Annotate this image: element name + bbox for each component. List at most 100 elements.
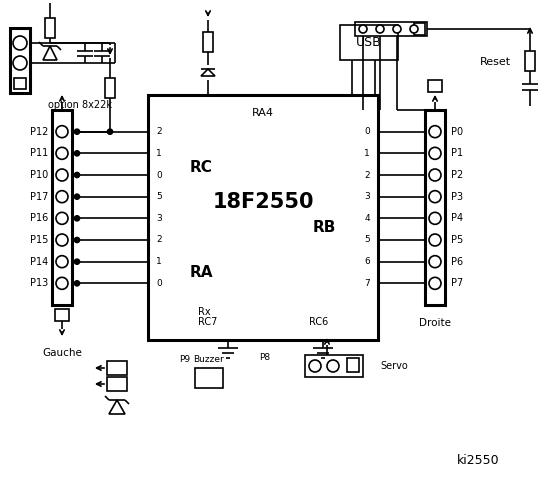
Text: RC6: RC6 bbox=[309, 317, 328, 327]
Text: 1: 1 bbox=[364, 149, 370, 158]
Text: P16: P16 bbox=[30, 213, 48, 223]
Text: P7: P7 bbox=[451, 278, 463, 288]
Circle shape bbox=[107, 129, 112, 134]
Text: 0: 0 bbox=[156, 279, 161, 288]
Circle shape bbox=[75, 172, 80, 178]
Text: P17: P17 bbox=[30, 192, 48, 202]
Circle shape bbox=[56, 212, 68, 224]
Circle shape bbox=[75, 259, 80, 264]
Circle shape bbox=[429, 277, 441, 289]
Text: P2: P2 bbox=[451, 170, 463, 180]
Circle shape bbox=[56, 256, 68, 268]
Bar bbox=[10, 28, 30, 93]
Circle shape bbox=[75, 151, 80, 156]
Text: RA: RA bbox=[190, 265, 213, 280]
Bar bbox=[45, 18, 55, 38]
Bar bbox=[107, 377, 127, 391]
Text: 2: 2 bbox=[156, 236, 161, 244]
Text: P8: P8 bbox=[259, 353, 270, 362]
Circle shape bbox=[309, 360, 321, 372]
Circle shape bbox=[56, 191, 68, 203]
Bar bbox=[148, 95, 378, 340]
Bar bbox=[107, 361, 127, 375]
Text: RA4: RA4 bbox=[252, 108, 274, 118]
Circle shape bbox=[56, 277, 68, 289]
Circle shape bbox=[429, 191, 441, 203]
Text: 1: 1 bbox=[156, 257, 161, 266]
Text: USB: USB bbox=[356, 36, 382, 49]
Circle shape bbox=[359, 25, 367, 33]
Circle shape bbox=[393, 25, 401, 33]
Bar bbox=[14, 78, 26, 89]
Circle shape bbox=[75, 238, 80, 242]
Circle shape bbox=[75, 216, 80, 221]
Circle shape bbox=[75, 281, 80, 286]
Bar bbox=[425, 110, 445, 305]
Text: P4: P4 bbox=[451, 213, 463, 223]
Bar bbox=[347, 358, 359, 372]
Text: option 8x22k: option 8x22k bbox=[48, 100, 112, 110]
Bar bbox=[203, 32, 213, 51]
Bar bbox=[414, 23, 425, 35]
Text: RC7: RC7 bbox=[198, 317, 217, 327]
Text: 2: 2 bbox=[364, 170, 370, 180]
Circle shape bbox=[75, 194, 80, 199]
Circle shape bbox=[429, 126, 441, 138]
Circle shape bbox=[410, 25, 418, 33]
Circle shape bbox=[56, 234, 68, 246]
Bar bbox=[105, 77, 115, 97]
Text: 5: 5 bbox=[364, 236, 370, 244]
Circle shape bbox=[327, 360, 339, 372]
Circle shape bbox=[429, 147, 441, 159]
Text: 4: 4 bbox=[364, 214, 370, 223]
Text: P9: P9 bbox=[179, 356, 191, 364]
Text: 2: 2 bbox=[156, 127, 161, 136]
Text: Buzzer: Buzzer bbox=[194, 356, 225, 364]
Bar bbox=[428, 80, 442, 92]
Text: 0: 0 bbox=[156, 170, 161, 180]
Text: 3: 3 bbox=[364, 192, 370, 201]
Text: Droite: Droite bbox=[419, 318, 451, 328]
Circle shape bbox=[56, 147, 68, 159]
Text: 6: 6 bbox=[364, 257, 370, 266]
Bar bbox=[55, 309, 69, 321]
Circle shape bbox=[429, 169, 441, 181]
Text: 1: 1 bbox=[156, 149, 161, 158]
Bar bbox=[305, 355, 363, 377]
Text: P6: P6 bbox=[451, 257, 463, 267]
Text: P0: P0 bbox=[451, 127, 463, 137]
Bar bbox=[355, 22, 427, 36]
Circle shape bbox=[376, 25, 384, 33]
Text: 7: 7 bbox=[364, 279, 370, 288]
Text: P12: P12 bbox=[30, 127, 48, 137]
Text: 3: 3 bbox=[156, 214, 161, 223]
Text: P11: P11 bbox=[30, 148, 48, 158]
Bar bbox=[525, 50, 535, 71]
Text: P3: P3 bbox=[451, 192, 463, 202]
Text: ki2550: ki2550 bbox=[457, 454, 499, 467]
Text: 18F2550: 18F2550 bbox=[212, 192, 314, 213]
Text: P5: P5 bbox=[451, 235, 463, 245]
Circle shape bbox=[56, 169, 68, 181]
Text: Gauche: Gauche bbox=[42, 348, 82, 358]
Text: P15: P15 bbox=[30, 235, 48, 245]
Text: 5: 5 bbox=[156, 192, 161, 201]
Text: Servo: Servo bbox=[380, 361, 408, 371]
Circle shape bbox=[429, 212, 441, 224]
Text: P14: P14 bbox=[30, 257, 48, 267]
Circle shape bbox=[13, 36, 27, 50]
Circle shape bbox=[429, 256, 441, 268]
Circle shape bbox=[75, 129, 80, 134]
Bar bbox=[52, 110, 72, 305]
Text: RC: RC bbox=[190, 160, 213, 175]
Circle shape bbox=[56, 126, 68, 138]
Text: 0: 0 bbox=[364, 127, 370, 136]
Circle shape bbox=[429, 234, 441, 246]
Text: P13: P13 bbox=[30, 278, 48, 288]
Text: Reset: Reset bbox=[479, 57, 510, 67]
Bar bbox=[195, 368, 223, 388]
Text: Rx: Rx bbox=[198, 307, 211, 317]
Circle shape bbox=[13, 56, 27, 70]
Text: P10: P10 bbox=[30, 170, 48, 180]
Text: P1: P1 bbox=[451, 148, 463, 158]
